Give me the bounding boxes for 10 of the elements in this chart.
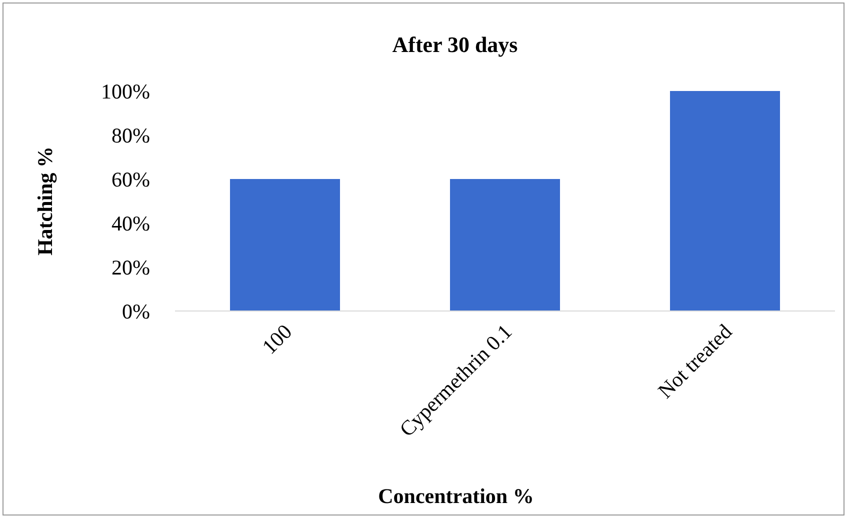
- y-tick-label: 0%: [122, 299, 150, 324]
- chart-title: After 30 days: [392, 32, 518, 57]
- y-axis-title: Hatching %: [33, 146, 57, 256]
- y-tick-label: 100%: [101, 79, 150, 104]
- x-axis-title: Concentration %: [378, 484, 534, 508]
- x-tick-label: 100: [257, 320, 297, 359]
- y-tick-label: 80%: [112, 123, 150, 148]
- y-tick-label: 60%: [112, 167, 150, 192]
- y-tick-label: 40%: [112, 211, 150, 236]
- y-tick-label: 20%: [112, 255, 150, 280]
